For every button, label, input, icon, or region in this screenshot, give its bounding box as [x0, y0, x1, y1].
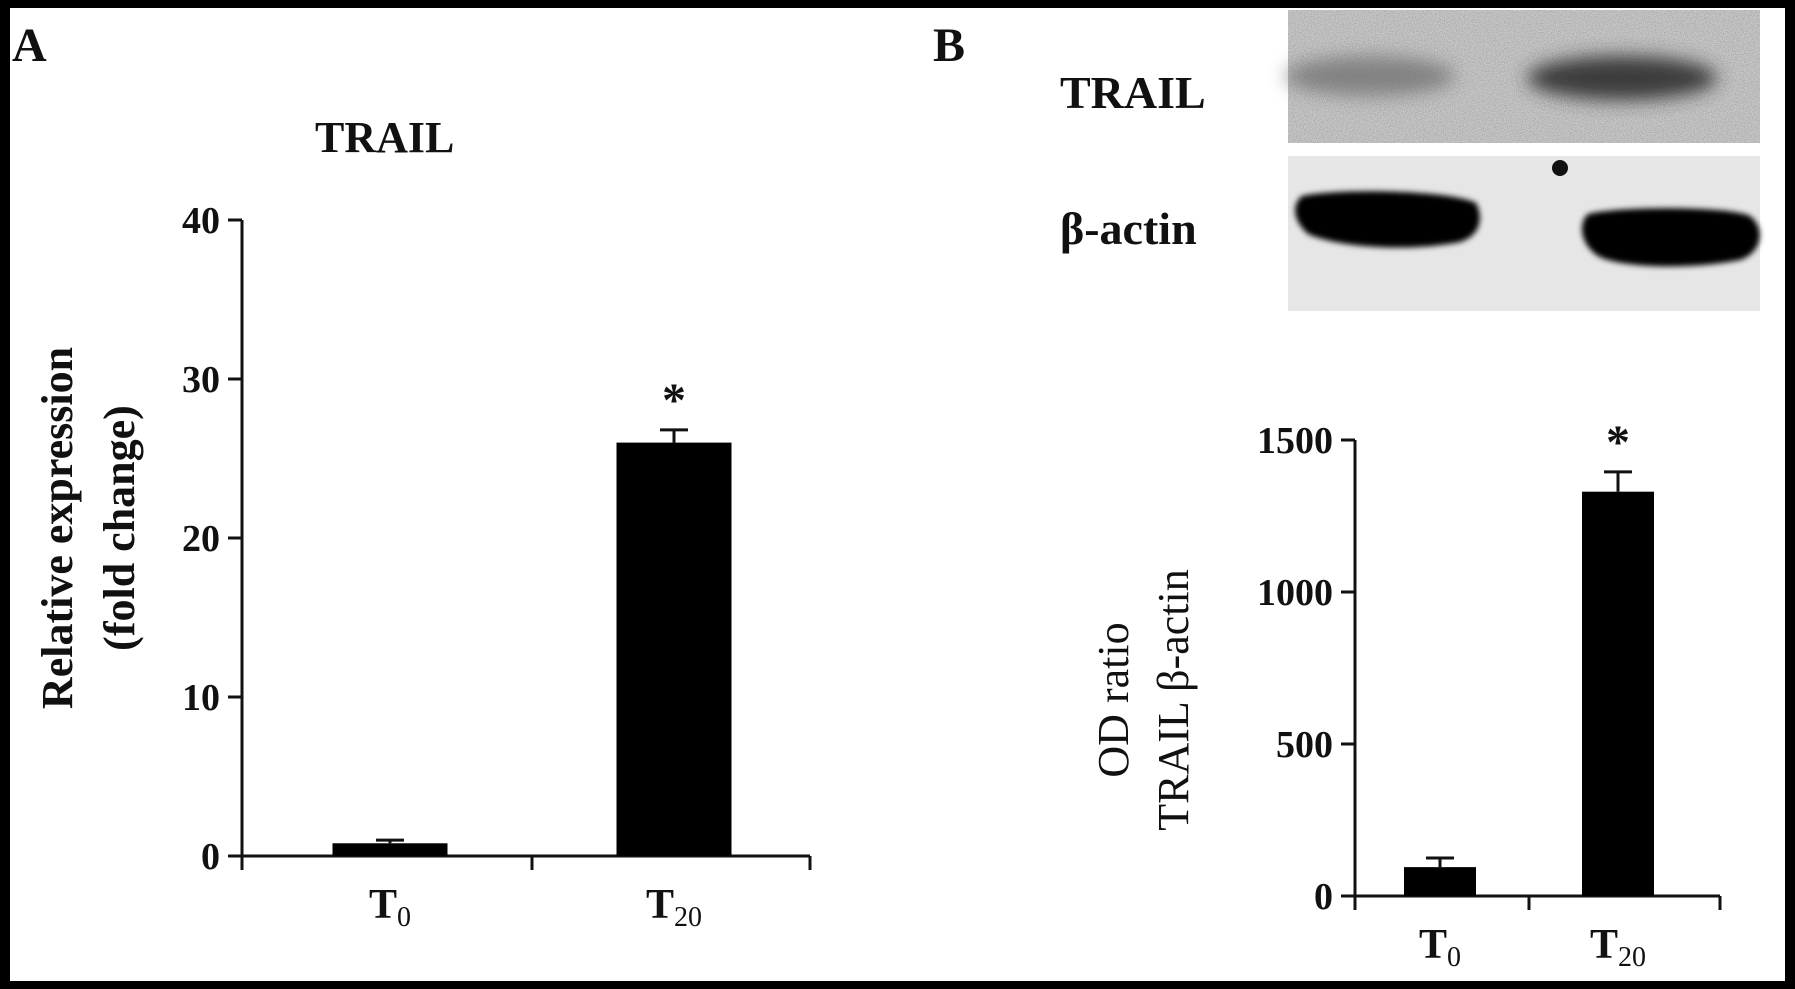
chart-b-category-label-0: T0 — [1419, 922, 1461, 973]
chart-b-bar-1 — [1582, 491, 1654, 896]
blot-actin-band-t0 — [1295, 191, 1480, 248]
chart-a-title: TRAIL — [315, 113, 455, 162]
chart-a-bar-1 — [616, 442, 732, 856]
figure-canvas: A B TRAIL TRAIL β-actin 0 10 2 — [10, 8, 1785, 981]
chart-b-y-tick-label: 0 — [1314, 876, 1333, 918]
western-blot — [1285, 10, 1760, 311]
panel-b-letter: B — [933, 19, 966, 72]
chart-a-layer: 0 10 20 30 40 T0 * T20 Relative expression (fold … — [33, 200, 812, 933]
chart-b-y-tick-label: 1000 — [1257, 572, 1333, 614]
chart-b-y-axis-title-0: OD ratio — [1089, 622, 1138, 777]
chart-a-y-tick-label: 40 — [182, 200, 220, 242]
chart-a-y-tick-label: 0 — [201, 836, 220, 878]
chart-a-svg: 0 10 20 30 40 T0 * T20 Relative expression (fold … — [33, 200, 812, 933]
chart-a-y-axis-title-0: Relative expression — [33, 347, 82, 709]
chart-b-y-tick-label: 1500 — [1257, 420, 1333, 462]
blot-label-trail: TRAIL — [1060, 67, 1206, 118]
chart-b-y-tick-label: 500 — [1276, 724, 1333, 766]
chart-a-category-label-1: T20 — [646, 882, 702, 933]
chart-a-significance-1: * — [662, 374, 686, 427]
chart-a-category-label-0: T0 — [369, 882, 411, 933]
chart-b-category-label-1: T20 — [1590, 922, 1646, 973]
chart-b-y-axis-title-1: TRAIL β-actin — [1149, 569, 1198, 830]
blot-actin-band-t20 — [1582, 208, 1760, 267]
chart-a-y-axis-title-1: (fold change) — [95, 405, 144, 651]
panel-a-letter: A — [12, 19, 47, 72]
chart-a-y-tick-label: 30 — [182, 359, 220, 401]
blot-trail-band-t0 — [1285, 56, 1455, 96]
chart-b-bar-0 — [1404, 867, 1476, 896]
blot-label-beta-actin: β-actin — [1060, 203, 1197, 254]
blot-actin-dot — [1552, 160, 1568, 176]
blot-trail-band-t20 — [1527, 56, 1717, 100]
chart-b-svg: 0 500 1000 1500 T0 * T20 OD ratio TRAIL β-actin — [1089, 416, 1722, 973]
chart-b-layer: 0 500 1000 1500 T0 * T20 OD ratio TRAIL β-actin — [1089, 416, 1722, 973]
chart-a-y-tick-label: 10 — [182, 677, 220, 719]
chart-b-significance-1: * — [1606, 416, 1630, 469]
chart-a-bar-0 — [332, 843, 448, 856]
chart-a-y-tick-label: 20 — [182, 518, 220, 560]
